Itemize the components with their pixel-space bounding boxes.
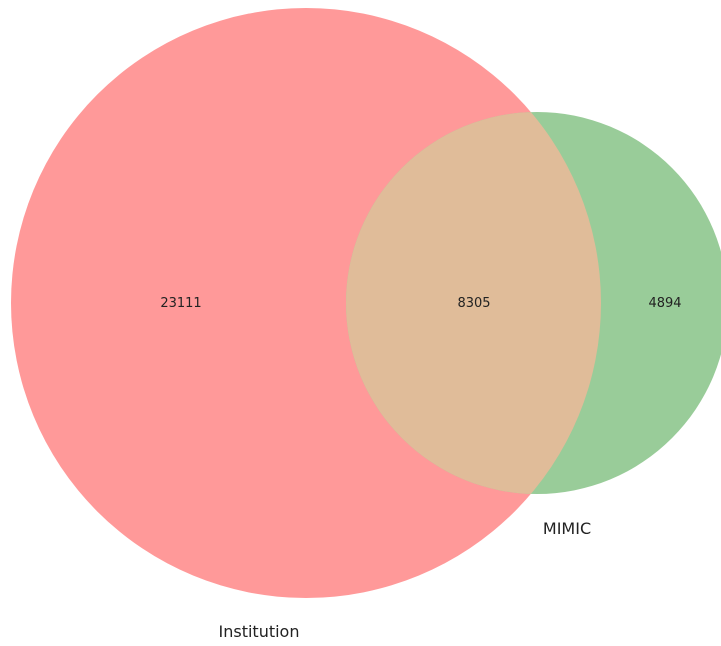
intersection-region [346,112,601,494]
institution-only-count: 23111 [160,296,201,311]
mimic-only-count: 4894 [648,296,681,311]
intersection-count: 8305 [457,296,490,311]
institution-set-label: Institution [219,622,300,641]
mimic-set-label: MIMIC [543,519,591,538]
